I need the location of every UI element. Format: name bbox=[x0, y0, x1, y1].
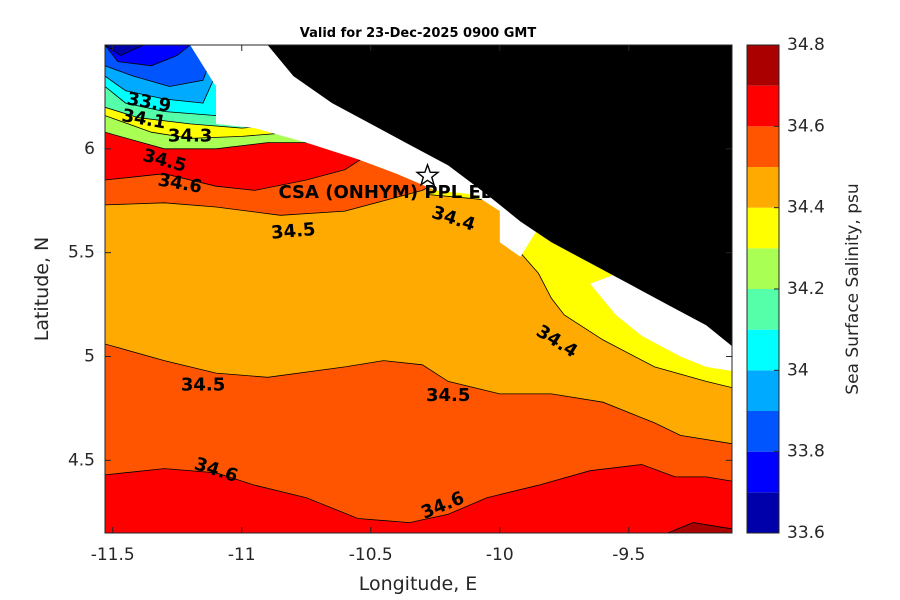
x-tick-label: -10 bbox=[486, 545, 514, 565]
colorbar-tick-label: 34.6 bbox=[787, 116, 825, 136]
y-axis-label: Latitude, N bbox=[31, 237, 53, 342]
colorbar-tick-label: 34 bbox=[787, 360, 809, 380]
contour-label: 34.5 bbox=[181, 375, 225, 396]
salinity-region-3 bbox=[667, 522, 732, 533]
colorbar-segment bbox=[747, 45, 779, 86]
no-data-region-0 bbox=[190, 45, 539, 257]
plot-frame bbox=[104, 44, 733, 534]
land-layer bbox=[267, 45, 732, 347]
colorbar-ticks: 33.6 33.8 34 34.2 34.4 34.6 34.8 bbox=[774, 35, 825, 543]
x-tick-label: -10.5 bbox=[349, 545, 393, 565]
y-tick-label: 5.5 bbox=[68, 243, 95, 263]
colorbar-segment bbox=[747, 451, 779, 493]
land-region-0 bbox=[267, 45, 732, 347]
plot-area: 33.934.134.334.534.634.5 34.434.434.5 34.5… bbox=[105, 45, 732, 533]
colorbar-tick-label: 33.6 bbox=[787, 523, 825, 543]
x-axis: -11.5 -11 -10.5 -10 -9.5 bbox=[91, 45, 645, 565]
colorbar-segment bbox=[747, 370, 779, 411]
y-tick-label: 5 bbox=[84, 346, 95, 366]
site-star-icon bbox=[415, 162, 440, 187]
colorbar-segment bbox=[747, 329, 779, 371]
chart-title: Valid for 23-Dec-2025 0900 GMT bbox=[300, 26, 537, 41]
colorbar-segment bbox=[747, 289, 779, 330]
y-tick-label: 6 bbox=[84, 139, 95, 159]
colorbar-segment bbox=[747, 492, 779, 533]
colorbar-segment bbox=[747, 126, 779, 167]
colorbar-tick-label: 34.2 bbox=[787, 279, 825, 299]
colorbar: 33.6 33.8 34 34.2 34.4 34.6 34.8 Sea Surface S… bbox=[746, 35, 863, 543]
contour-label: 34.5 bbox=[270, 219, 316, 244]
x-tick-label: -11 bbox=[228, 545, 256, 565]
x-axis-label: Longitude, E bbox=[359, 573, 478, 595]
colorbar-tick-label: 34.8 bbox=[787, 35, 825, 55]
colorbar-segment bbox=[747, 207, 779, 249]
colorbar-segment bbox=[747, 248, 779, 289]
y-tick-label: 4.5 bbox=[68, 450, 95, 470]
colorbar-segment bbox=[747, 411, 779, 452]
site-label: CSA (ONHYM) PPL ED, bbox=[279, 182, 503, 203]
site-marker-layer: CSA (ONHYM) PPL ED, bbox=[279, 162, 503, 203]
colorbar-segment bbox=[747, 85, 779, 127]
colorbar-tick-label: 34.4 bbox=[787, 198, 825, 218]
colorbar-segment bbox=[747, 167, 779, 208]
colorbar-segments bbox=[747, 45, 779, 533]
colorbar-tick-label: 33.8 bbox=[787, 442, 825, 462]
y-axis: 4.5 5 5.5 6 bbox=[68, 139, 732, 470]
contour-label: 34.5 bbox=[426, 385, 470, 406]
contour-label: 34.3 bbox=[168, 125, 212, 146]
colorbar-label: Sea Surface Salinity, psu bbox=[843, 183, 863, 394]
x-tick-label: -11.5 bbox=[91, 545, 135, 565]
x-tick-label: -9.5 bbox=[612, 545, 645, 565]
salinity-region-2 bbox=[105, 464, 732, 533]
